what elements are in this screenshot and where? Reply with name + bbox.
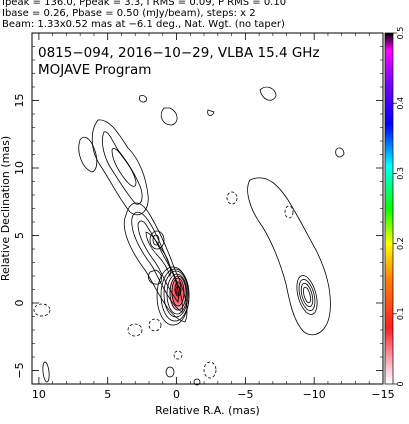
plot-subtitle: MOJAVE Program bbox=[38, 62, 151, 78]
colorbar-tick-label: 0 bbox=[396, 381, 405, 386]
x-axis-label: Relative R.A. (mas) bbox=[155, 404, 260, 417]
axes: 10 5 0 −5 −10 −15 −5 0 5 10 15 Relative R.A. (mas) R… bbox=[0, 33, 395, 417]
colorbar-tick-label: 0.5 bbox=[396, 27, 405, 40]
plot-frame bbox=[31, 32, 384, 385]
y-tick-label: 5 bbox=[13, 232, 26, 239]
x-tick-label: 0 bbox=[173, 388, 180, 401]
y-axis-label: Relative Declination (mas) bbox=[0, 136, 12, 281]
colorbar-tick-label: 0.3 bbox=[396, 167, 405, 180]
header-line-1: Ipeak = 136.0, Ppeak = 3.3, I RMS = 0.09… bbox=[2, 0, 287, 8]
contour-map bbox=[33, 86, 345, 386]
x-tick-label: 5 bbox=[104, 388, 111, 401]
colorbar-tick-label: 0.2 bbox=[396, 237, 405, 250]
y-tick-label: 10 bbox=[13, 161, 26, 175]
y-tick-label: 0 bbox=[13, 300, 26, 307]
beam-ellipse bbox=[42, 361, 50, 383]
y-tick-label: −5 bbox=[13, 362, 26, 378]
plot-title: 0815−094, 2016−10−29, VLBA 15.4 GHz bbox=[38, 45, 320, 61]
x-tick-label: −5 bbox=[237, 388, 253, 401]
colorbar-tick-label: 0.4 bbox=[396, 97, 405, 110]
x-tick-label: 10 bbox=[32, 388, 46, 401]
colorbar bbox=[384, 32, 394, 385]
x-tick-label: −15 bbox=[371, 388, 394, 401]
header-line-3: Beam: 1.33x0.52 mas at −6.1 deg., Nat. W… bbox=[2, 19, 285, 30]
header-line-2: Ibase = 0.26, Pbase = 0.50 (mJy/beam), s… bbox=[2, 8, 256, 19]
colorbar-axis: 0 0.1 0.2 0.3 0.4 0.5 bbox=[393, 27, 405, 387]
y-tick-label: 15 bbox=[13, 94, 26, 108]
x-tick-label: −10 bbox=[303, 388, 326, 401]
colorbar-tick-label: 0.1 bbox=[396, 307, 405, 320]
